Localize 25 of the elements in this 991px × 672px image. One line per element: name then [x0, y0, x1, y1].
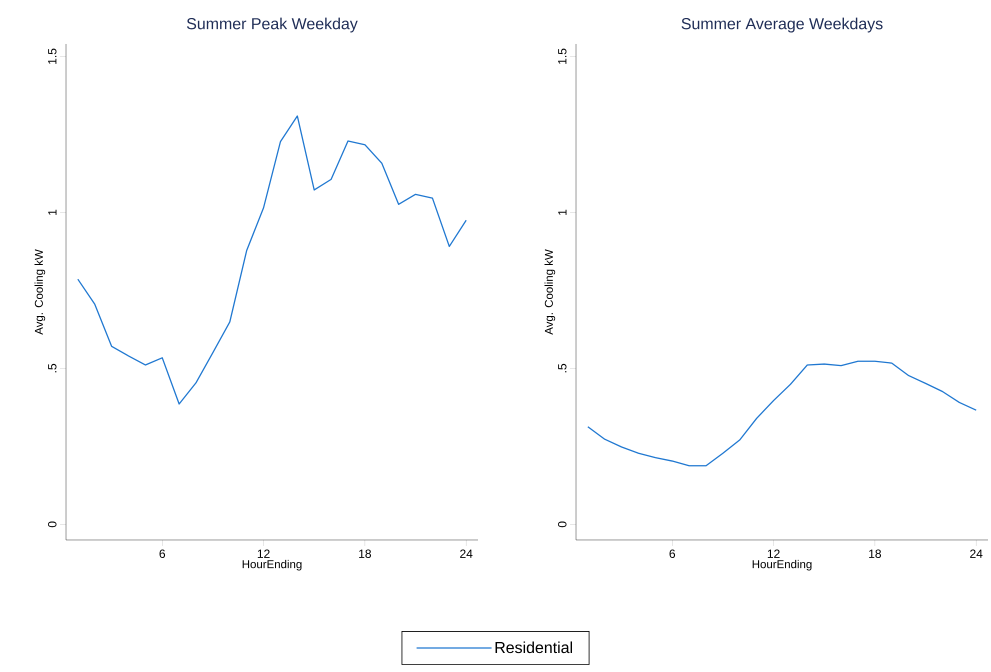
y-axis-title: Avg. Cooling kW — [544, 249, 556, 335]
y-tick-label: 1 — [48, 210, 56, 215]
y-tick-label: .5 — [558, 364, 566, 372]
line-series — [77, 115, 467, 405]
x-tick-label: 18 — [869, 550, 882, 558]
y-tick-label: .5 — [48, 364, 56, 372]
chart-title: Summer Average Weekdays — [682, 18, 883, 32]
x-tick-label: 12 — [768, 550, 780, 558]
x-tick-label: 6 — [160, 550, 166, 558]
legend-label: Residential — [496, 641, 572, 654]
line-series — [587, 360, 977, 466]
x-tick-label: 24 — [460, 550, 472, 558]
x-tick-label: 12 — [258, 550, 270, 558]
y-tick-label: 0 — [48, 522, 56, 528]
y-tick-label: 1.5 — [48, 48, 56, 64]
x-tick-label: 6 — [670, 550, 676, 558]
y-tick-label: 0 — [558, 522, 566, 528]
y-tick-label: 1.5 — [558, 48, 566, 64]
y-tick-label: 1 — [558, 210, 566, 215]
x-tick-label: 18 — [359, 550, 371, 558]
x-axis-title: HourEnding — [242, 560, 302, 570]
y-axis-title: Avg. Cooling kW — [34, 249, 46, 335]
x-axis-title: HourEnding — [752, 560, 812, 570]
x-tick-label: 24 — [970, 550, 982, 558]
chart-title: Summer Peak Weekday — [186, 18, 358, 32]
